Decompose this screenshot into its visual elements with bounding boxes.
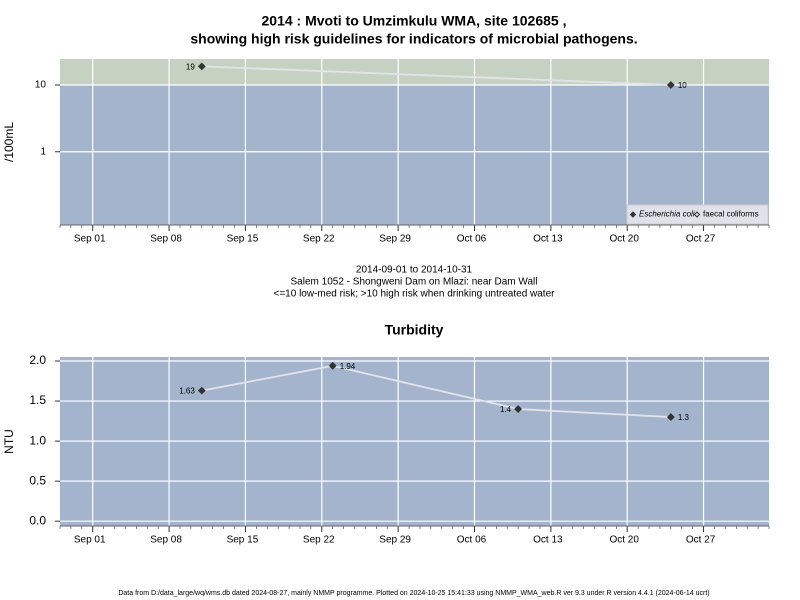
y-tick-label: 0.0 [29,513,46,527]
title: 2014 : Mvoti to Umzimkulu WMA, site 1026… [262,13,567,29]
note: Salem 1052 - Shongweni Dam on Mlazi: nea… [291,277,538,288]
data-point [514,405,523,413]
data-label: 19 [186,62,195,71]
x-tick-label: Sep 22 [303,234,335,245]
data-label: 1.94 [340,362,356,371]
y-tick-label: 10 [35,80,47,91]
legend-label: Escherichia coli [639,210,695,219]
data-point [328,361,337,370]
legend-label: faecal coliforms [703,210,759,219]
note: <=10 low-med risk; >10 high risk when dr… [274,289,556,300]
footer: Data from D:/data_large/wq/wms.db dated … [118,590,709,597]
data-point [666,413,675,421]
legend-marker [693,211,701,218]
x-tick-label: Oct 13 [533,535,563,546]
legend-marker [629,211,637,218]
x-tick-label: Sep 08 [150,535,182,546]
data-label: 1.63 [179,387,195,396]
y-tick-label: 1.5 [29,393,46,407]
y-tick-label: 1 [40,146,46,157]
y-axis-label: NTU [2,429,16,454]
y-tick-label: 0.5 [29,473,46,487]
x-tick-label: Oct 20 [609,234,639,245]
y-axis-label: /100mL [2,122,16,162]
data-label: 1.3 [678,413,690,422]
x-tick-label: Sep 15 [227,535,259,546]
x-tick-label: Oct 13 [533,234,563,245]
y-tick-label: 1.0 [29,433,46,447]
data-point [197,62,206,71]
x-tick-label: Oct 20 [609,535,639,546]
high-risk-band [60,59,769,85]
note: 2014-09-01 to 2014-10-31 [356,265,473,276]
x-tick-label: Sep 15 [227,234,259,245]
x-tick-label: Oct 27 [686,535,716,546]
plot-area [60,59,769,225]
data-point [197,386,206,395]
x-tick-label: Sep 01 [74,535,106,546]
data-point [666,81,675,89]
x-tick-label: Sep 29 [379,535,411,546]
chart-title: Turbidity [385,322,444,338]
data-label: 1.4 [500,405,512,414]
x-tick-label: Sep 08 [150,234,182,245]
data-label: 10 [678,81,687,90]
x-tick-label: Oct 06 [457,535,487,546]
series-line [201,65,671,86]
legend [626,204,769,225]
x-tick-label: Sep 29 [379,234,411,245]
title: showing high risk guidelines for indicat… [190,31,637,47]
x-tick-label: Sep 22 [303,535,335,546]
y-tick-label: 2.0 [29,353,46,367]
x-tick-label: Oct 06 [457,234,487,245]
x-tick-label: Sep 01 [74,234,106,245]
x-tick-label: Oct 27 [686,234,716,245]
series-line [201,364,671,418]
